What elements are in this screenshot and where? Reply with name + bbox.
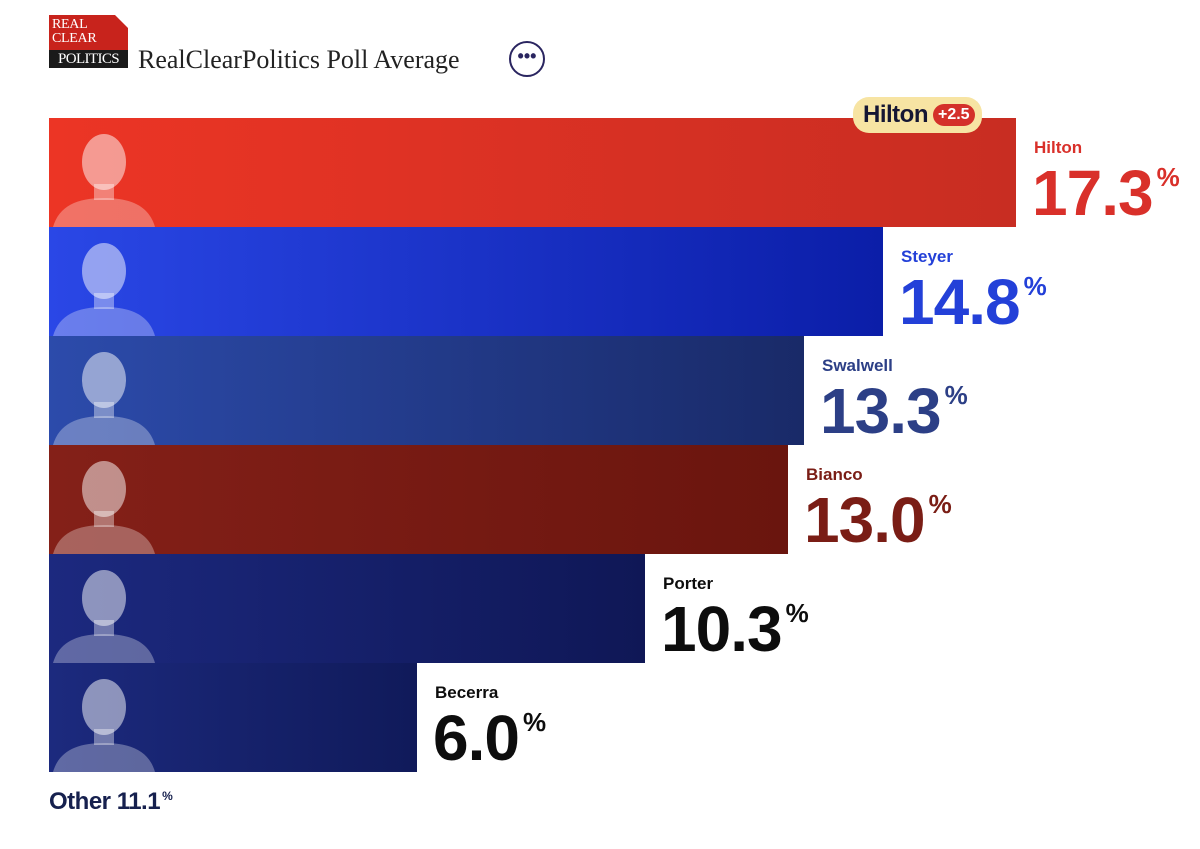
- candidate-photo: [53, 570, 155, 663]
- logo-corner: [115, 15, 128, 28]
- category-label: Bianco: [806, 465, 863, 484]
- other-unit: %: [162, 789, 173, 803]
- photo-shoulders: [53, 634, 155, 663]
- bar-row-becerra: Becerra 6.0%: [49, 663, 1169, 772]
- leader-badge: Hilton +2.5: [853, 97, 982, 133]
- chart-title: RealClearPolitics Poll Average: [138, 45, 460, 74]
- candidate-photo: [53, 243, 155, 336]
- value-number: 14.8: [899, 266, 1021, 338]
- photo-head: [82, 461, 126, 517]
- photo-shoulders: [53, 525, 155, 554]
- photo-shoulders: [53, 416, 155, 445]
- value-number: 13.0: [804, 484, 926, 556]
- value-label: 13.3%: [820, 378, 968, 444]
- other-candidates-label: Other 11.1%: [49, 788, 173, 816]
- chart-header: REAL CLEAR POLITICS RealClearPolitics Po…: [49, 15, 749, 85]
- value-unit: %: [1023, 271, 1047, 301]
- other-label: Other: [49, 788, 111, 815]
- other-value: 11.1: [116, 788, 161, 815]
- bar-row-bianco: Bianco 13.0%: [49, 445, 1169, 554]
- category-label: Steyer: [901, 247, 953, 266]
- value-unit: %: [522, 707, 547, 737]
- value-label: 6.0%: [433, 705, 546, 771]
- bar-row-swalwell: Swalwell 13.3%: [49, 336, 1169, 445]
- value-number: 6.0: [433, 702, 520, 774]
- category-label: Porter: [663, 574, 714, 593]
- photo-shoulders: [53, 198, 155, 227]
- value-unit: %: [928, 489, 952, 519]
- value-number: 10.3: [661, 593, 783, 665]
- value-unit: %: [785, 598, 809, 628]
- bar-becerra[interactable]: [49, 663, 417, 772]
- value-number: 13.3: [820, 375, 942, 447]
- category-label: Hilton: [1034, 138, 1083, 157]
- category-label: Becerra: [435, 683, 499, 702]
- photo-head: [82, 243, 126, 299]
- value-unit: %: [944, 380, 968, 410]
- photo-head: [82, 352, 126, 408]
- category-label: Swalwell: [822, 356, 893, 375]
- value-number: 17.3: [1032, 157, 1154, 229]
- leader-margin: +2.5: [932, 104, 975, 126]
- photo-head: [82, 570, 126, 626]
- candidate-photo: [53, 352, 155, 445]
- logo-line-2: CLEAR: [52, 31, 97, 46]
- bar-row-steyer: Steyer 14.8%: [49, 227, 1169, 336]
- bar-row-hilton: Hilton 17.3% Hilton +2.5: [49, 97, 1180, 227]
- value-unit: %: [1156, 162, 1180, 192]
- value-label: 10.3%: [661, 596, 809, 662]
- candidate-photo: [53, 679, 155, 772]
- photo-head: [82, 679, 126, 735]
- photo-shoulders: [53, 743, 155, 772]
- more-options-button[interactable]: •••: [509, 41, 545, 77]
- value-label: 14.8%: [899, 269, 1047, 335]
- bar-hilton[interactable]: [49, 118, 1016, 227]
- bar-row-porter: Porter 10.3%: [49, 554, 1169, 663]
- bar-swalwell[interactable]: [49, 336, 804, 445]
- logo-line-1: REAL: [52, 17, 88, 32]
- photo-shoulders: [53, 307, 155, 336]
- bar-steyer[interactable]: [49, 227, 883, 336]
- logo-line-3: POLITICS: [49, 50, 128, 68]
- bar-porter[interactable]: [49, 554, 645, 663]
- value-label: 13.0%: [804, 487, 952, 553]
- photo-head: [82, 134, 126, 190]
- leader-name: Hilton: [863, 101, 928, 128]
- candidate-photo: [53, 134, 155, 227]
- rcp-logo: REAL CLEAR POLITICS: [49, 15, 128, 68]
- bar-bianco[interactable]: [49, 445, 788, 554]
- candidate-photo: [53, 461, 155, 554]
- value-label: 17.3%: [1032, 160, 1180, 226]
